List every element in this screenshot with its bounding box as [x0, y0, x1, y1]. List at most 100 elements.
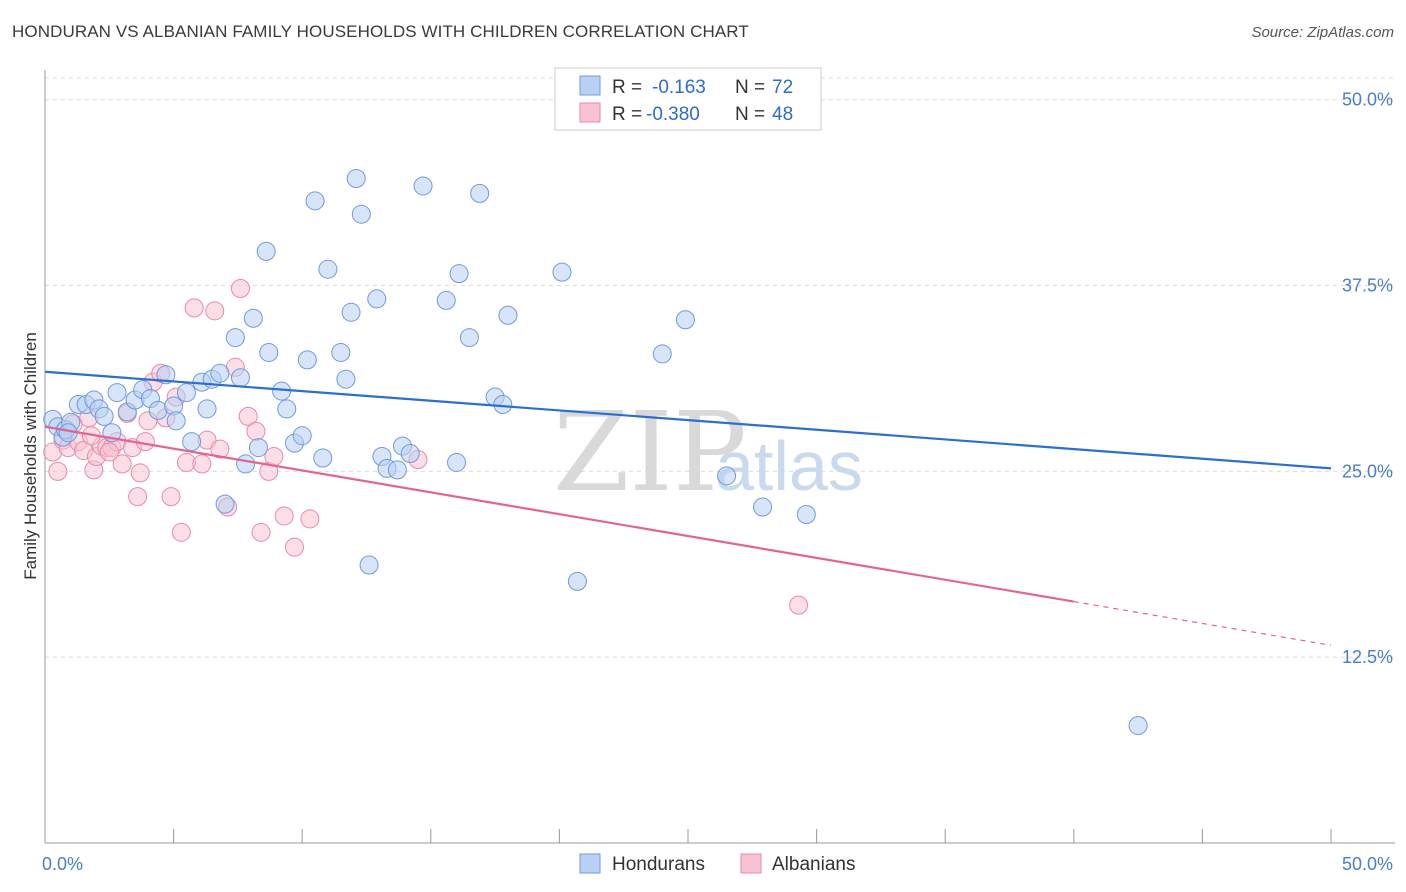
hondurans-point-64: [567, 571, 587, 591]
hondurans-point-61: [493, 394, 513, 414]
albanians-point-40: [274, 506, 294, 526]
hondurans-point-54: [413, 176, 433, 196]
hondurans-point-63: [552, 262, 572, 282]
y-tick-label-0: 12.5%: [1342, 647, 1393, 667]
hondurans-point-42: [331, 342, 351, 362]
legend-n-value-1: 72: [772, 77, 793, 98]
hondurans-point-31: [248, 438, 268, 458]
legend-swatch-hondurans: [579, 75, 601, 96]
hondurans-point-47: [359, 555, 379, 575]
legend-n-value-2: 48: [772, 104, 793, 125]
hondurans-point-35: [277, 399, 297, 419]
hondurans-point-29: [236, 454, 256, 474]
hondurans-point-55: [436, 290, 456, 310]
albanians-point-42: [300, 509, 320, 529]
source-label: Source: ZipAtlas.com: [1251, 24, 1394, 41]
legend-r-value-1: -0.163: [652, 77, 706, 98]
albanians-point-35: [238, 406, 258, 426]
hondurans-point-59: [470, 183, 490, 203]
hondurans-point-33: [259, 342, 279, 362]
albanians-point-41: [284, 537, 304, 557]
chart-title: HONDURAN VS ALBANIAN FAMILY HOUSEHOLDS W…: [12, 22, 749, 41]
hondurans-point-25: [210, 363, 230, 383]
hondurans-point-19: [166, 411, 186, 431]
hondurans-point-56: [447, 452, 467, 472]
hondurans-trend-line: [44, 370, 1332, 470]
albanians-point-37: [251, 522, 271, 542]
hondurans-point-37: [292, 426, 312, 446]
legend-n-label-2: N =: [735, 104, 765, 125]
hondurans-point-30: [243, 308, 263, 328]
hondurans-point-11: [107, 383, 127, 403]
albanians-point-17: [128, 487, 148, 507]
albanians-point-27: [184, 298, 204, 318]
legend-box: R = -0.163 N = 72 R = -0.380 N = 48: [554, 67, 822, 131]
trend-lines: [44, 370, 1332, 646]
hondurans-point-67: [717, 466, 737, 486]
legend-r-label-2: R =: [612, 104, 642, 125]
hondurans-point-23: [197, 399, 217, 419]
albanians-point-25: [171, 522, 191, 542]
hondurans-point-51: [387, 460, 407, 480]
bottom-legend-albanians: Albanians: [772, 854, 855, 875]
hondurans-point-39: [305, 191, 325, 211]
hondurans-point-58: [459, 328, 479, 348]
hondurans-point-65: [652, 344, 672, 364]
bottom-legend-swatch-hondurans: [579, 853, 601, 874]
hondurans-point-40: [313, 448, 333, 468]
y-tick-label-1: 25.0%: [1342, 461, 1393, 481]
albanians-trend-line: [44, 425, 1074, 603]
x-tick-labels: 0.0% 50.0%: [42, 854, 1393, 874]
hondurans-point-26: [215, 494, 235, 514]
albanians-point-18: [130, 463, 150, 483]
hondurans-point-62: [498, 305, 518, 325]
legend-r-label-1: R =: [612, 77, 642, 98]
watermark-atlas: atlas: [715, 427, 863, 505]
hondurans-point-32: [256, 241, 276, 261]
x-tick-label-0: 0.0%: [42, 854, 83, 874]
albanians-point-44: [789, 595, 809, 615]
hondurans-point-44: [341, 302, 361, 322]
bottom-legend-hondurans: Hondurans: [612, 854, 705, 875]
albanians-point-31: [210, 439, 230, 459]
bottom-legend-swatch-albanians: [740, 853, 762, 874]
legend-r-value-2: -0.380: [646, 104, 700, 125]
hondurans-point-27: [225, 328, 245, 348]
y-tick-labels: 12.5% 25.0% 37.5% 50.0%: [1342, 90, 1393, 667]
albanians-point-14: [112, 454, 132, 474]
hondurans-point-68: [753, 497, 773, 517]
y-tick-label-2: 37.5%: [1342, 276, 1393, 296]
hondurans-point-9: [94, 406, 114, 426]
hondurans-point-69: [796, 504, 816, 524]
albanians-point-1: [48, 461, 68, 481]
albanians-point-46: [99, 442, 119, 462]
hondurans-point-17: [156, 365, 176, 385]
hondurans-point-20: [176, 383, 196, 403]
albanians-point-36: [246, 421, 266, 441]
hondurans-point-66: [675, 310, 695, 330]
legend-swatch-albanians: [579, 102, 601, 123]
legend-n-label-1: N =: [735, 77, 765, 98]
x-tick-label-1: 50.0%: [1342, 854, 1393, 874]
hondurans-point-41: [318, 259, 338, 279]
albanians-point-39: [264, 447, 284, 466]
bottom-legend: Hondurans Albanians: [579, 853, 855, 875]
hondurans-point-70: [1128, 716, 1148, 736]
hondurans-point-46: [351, 204, 371, 224]
albanians-point-23: [161, 487, 181, 507]
series-hondurans-points: [43, 169, 1148, 736]
albanians-point-34: [230, 279, 250, 299]
watermark-zip: ZIP: [553, 388, 747, 516]
albanians-trend-line-extension: [1073, 600, 1332, 646]
hondurans-point-43: [336, 369, 356, 389]
hondurans-point-48: [367, 289, 387, 309]
albanians-point-28: [192, 454, 212, 474]
albanians-point-30: [205, 301, 225, 321]
hondurans-point-38: [297, 350, 317, 370]
y-tick-label-3: 50.0%: [1342, 90, 1393, 110]
hondurans-point-21: [182, 432, 202, 452]
gridlines: [45, 77, 1395, 658]
y-axis-label: Family Households with Children: [21, 332, 40, 580]
hondurans-point-53: [400, 444, 420, 464]
